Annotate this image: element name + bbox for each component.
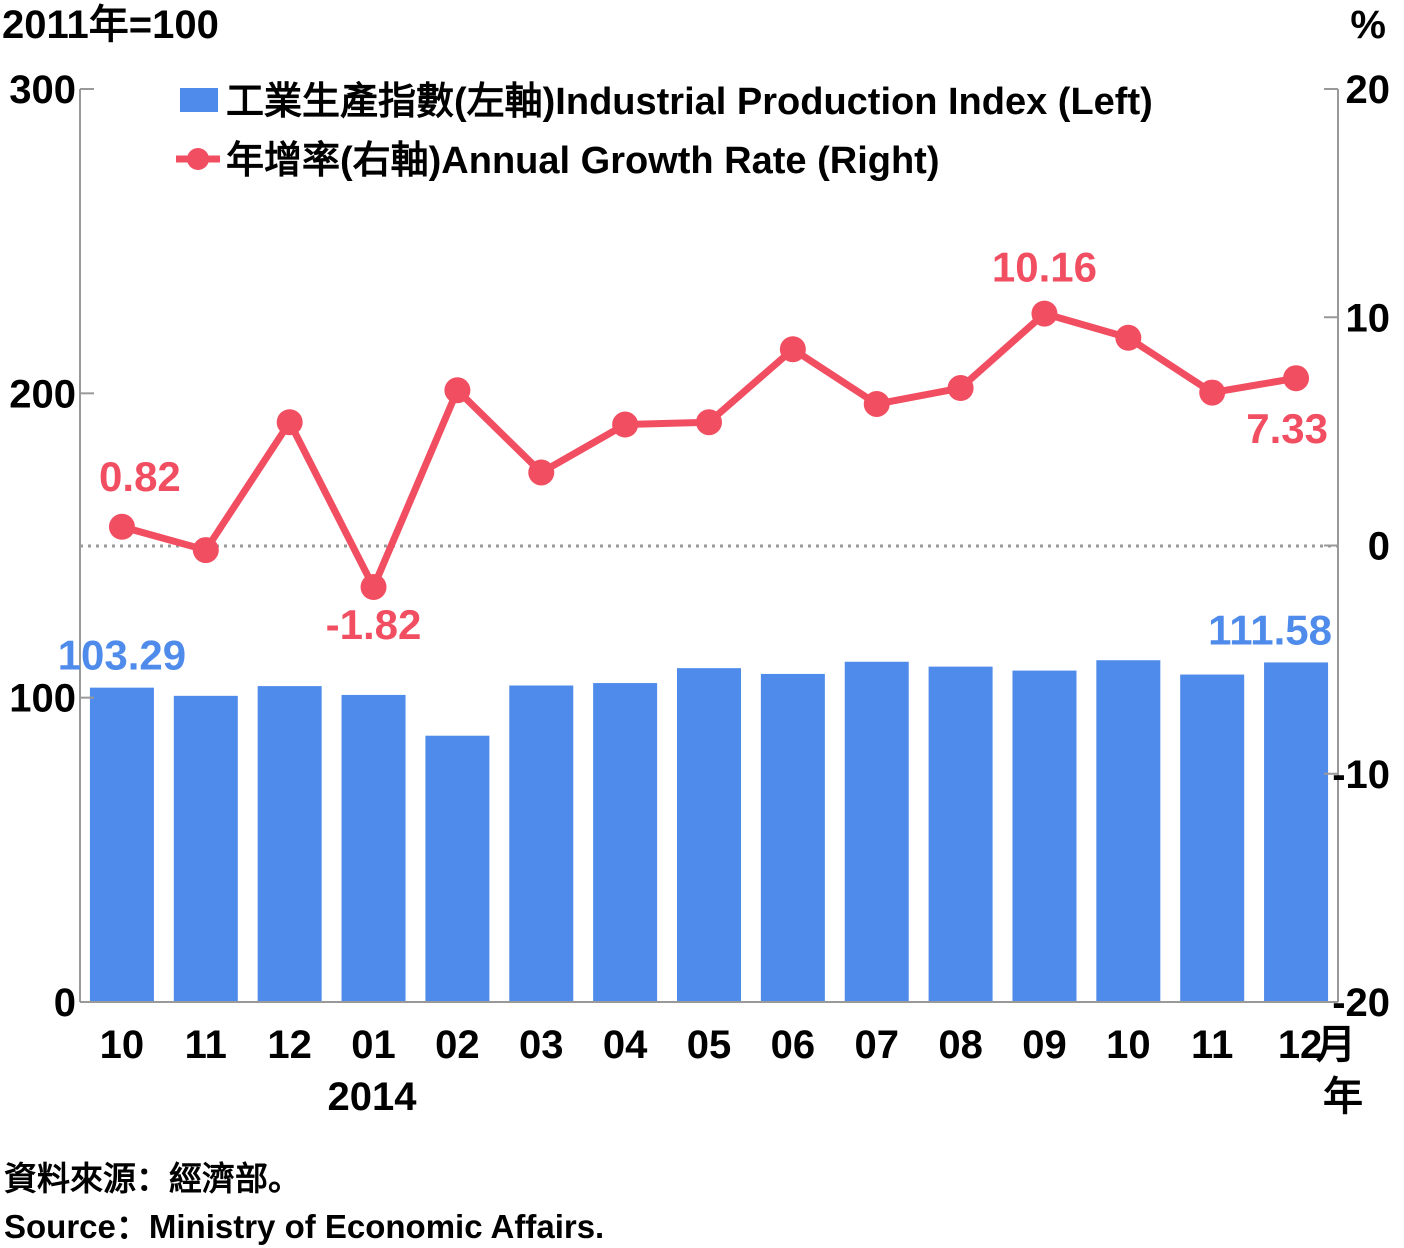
left-tick-label: 100 xyxy=(9,677,76,721)
bar xyxy=(89,687,154,1002)
left-tick-label: 200 xyxy=(9,372,76,416)
bar xyxy=(257,686,322,1002)
bar xyxy=(844,661,909,1002)
data-label: -1.82 xyxy=(326,601,422,648)
bar xyxy=(1012,670,1077,1002)
data-label: 111.58 xyxy=(1208,606,1332,653)
axes: 0 100 200 300 -20 -10 0 10 20 xyxy=(9,68,1390,1025)
bar xyxy=(425,735,490,1002)
bar-series xyxy=(89,660,1329,1002)
x-tick-label: 07 xyxy=(854,1023,899,1067)
source-en: Source：Ministry of Economic Affairs. xyxy=(4,1208,605,1245)
legend-line-marker xyxy=(187,148,209,170)
x-tick-label: 08 xyxy=(938,1023,983,1067)
x-tick-label: 02 xyxy=(435,1023,480,1067)
growth-rate-point xyxy=(1199,379,1226,406)
bar xyxy=(928,666,993,1002)
legend: 工業生產指數(左軸)Industrial Production Index (L… xyxy=(176,80,1153,182)
right-tick-label: 10 xyxy=(1346,296,1391,340)
growth-rate-point xyxy=(779,336,806,363)
left-tick-label: 0 xyxy=(54,981,76,1025)
x-tick-label: 11 xyxy=(185,1023,227,1067)
x-tick-label: 09 xyxy=(1022,1023,1067,1067)
bar xyxy=(341,694,406,1002)
x-tick-label: 01 xyxy=(351,1023,396,1067)
growth-rate-point xyxy=(947,375,974,402)
x-tick-label: 12 xyxy=(1278,1023,1323,1067)
x-month-unit: 月 xyxy=(1316,1023,1356,1067)
bar xyxy=(760,673,825,1002)
x-tick-label: 12 xyxy=(267,1023,312,1067)
data-labels: 103.29 111.58 0.82 -1.82 10.16 7.33 xyxy=(58,244,1332,679)
growth-rate-point xyxy=(1115,324,1142,351)
growth-rate-point xyxy=(528,459,555,486)
x-tick-label: 05 xyxy=(687,1023,732,1067)
left-axis-title: 2011年=100 xyxy=(2,3,219,47)
growth-rate-point xyxy=(192,537,219,564)
data-label: 10.16 xyxy=(992,244,1097,291)
bar xyxy=(593,683,658,1002)
left-tick-label: 300 xyxy=(9,68,76,112)
legend-bar-label: 工業生產指數(左軸)Industrial Production Index (L… xyxy=(226,80,1153,123)
bar xyxy=(1096,660,1161,1002)
x-tick-label: 10 xyxy=(1106,1023,1151,1067)
growth-rate-point xyxy=(444,377,471,404)
growth-rate-point xyxy=(360,574,387,601)
growth-rate-point xyxy=(863,390,890,417)
source-zh: 資料來源：經濟部。 xyxy=(4,1160,301,1197)
data-label: 0.82 xyxy=(99,453,181,500)
data-label: 7.33 xyxy=(1246,405,1328,452)
right-tick-label: -20 xyxy=(1332,981,1390,1025)
data-label: 103.29 xyxy=(58,632,186,679)
growth-rate-point xyxy=(696,409,722,436)
x-year-unit: 年 xyxy=(1323,1075,1363,1119)
right-tick-label: 20 xyxy=(1346,68,1391,112)
legend-line-label: 年增率(右軸)Annual Growth Rate (Right) xyxy=(226,140,939,182)
x-year-label: 2014 xyxy=(328,1075,418,1119)
x-tick-label: 03 xyxy=(519,1023,564,1067)
x-tick-label: 04 xyxy=(603,1023,648,1067)
x-tick-label: 10 xyxy=(100,1023,145,1067)
bar xyxy=(677,668,741,1002)
x-tick-label: 11 xyxy=(1191,1023,1233,1067)
line-series xyxy=(108,300,1310,601)
x-axis-labels: 10 11 12 01 02 03 04 05 06 07 08 09 10 11 12 xyxy=(100,1023,1323,1067)
growth-rate-point xyxy=(1031,300,1058,327)
bar xyxy=(1180,674,1245,1002)
growth-rate-point xyxy=(276,409,303,436)
growth-rate-point xyxy=(1283,365,1310,392)
legend-bar-swatch xyxy=(180,88,218,112)
growth-rate-point xyxy=(108,513,135,540)
right-tick-label: -10 xyxy=(1332,753,1390,797)
bar xyxy=(173,695,238,1002)
x-tick-label: 06 xyxy=(771,1023,816,1067)
bar xyxy=(509,685,574,1002)
right-axis-title: % xyxy=(1350,3,1386,47)
right-tick-label: 0 xyxy=(1368,525,1390,569)
bar xyxy=(1264,662,1329,1002)
growth-rate-point xyxy=(612,411,639,438)
